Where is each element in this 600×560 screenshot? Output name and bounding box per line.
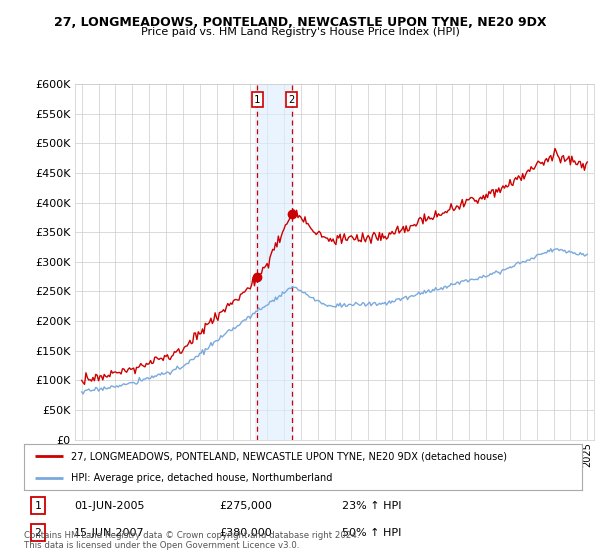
Bar: [256, 84, 294, 440]
Text: 01-JUN-2005: 01-JUN-2005: [74, 501, 145, 511]
Text: 2: 2: [289, 95, 295, 105]
Text: 50% ↑ HPI: 50% ↑ HPI: [342, 528, 401, 538]
Text: 1: 1: [254, 95, 260, 105]
Text: £275,000: £275,000: [220, 501, 272, 511]
Text: Contains HM Land Registry data © Crown copyright and database right 2024.
This d: Contains HM Land Registry data © Crown c…: [24, 530, 359, 550]
Text: 27, LONGMEADOWS, PONTELAND, NEWCASTLE UPON TYNE, NE20 9DX: 27, LONGMEADOWS, PONTELAND, NEWCASTLE UP…: [54, 16, 546, 29]
Text: 27, LONGMEADOWS, PONTELAND, NEWCASTLE UPON TYNE, NE20 9DX (detached house): 27, LONGMEADOWS, PONTELAND, NEWCASTLE UP…: [71, 451, 508, 461]
Text: 2: 2: [35, 528, 41, 538]
Text: Price paid vs. HM Land Registry's House Price Index (HPI): Price paid vs. HM Land Registry's House …: [140, 27, 460, 37]
Text: 23% ↑ HPI: 23% ↑ HPI: [342, 501, 401, 511]
Text: £380,000: £380,000: [220, 528, 272, 538]
Text: 1: 1: [35, 501, 41, 511]
Text: HPI: Average price, detached house, Northumberland: HPI: Average price, detached house, Nort…: [71, 473, 333, 483]
Text: 15-JUN-2007: 15-JUN-2007: [74, 528, 145, 538]
